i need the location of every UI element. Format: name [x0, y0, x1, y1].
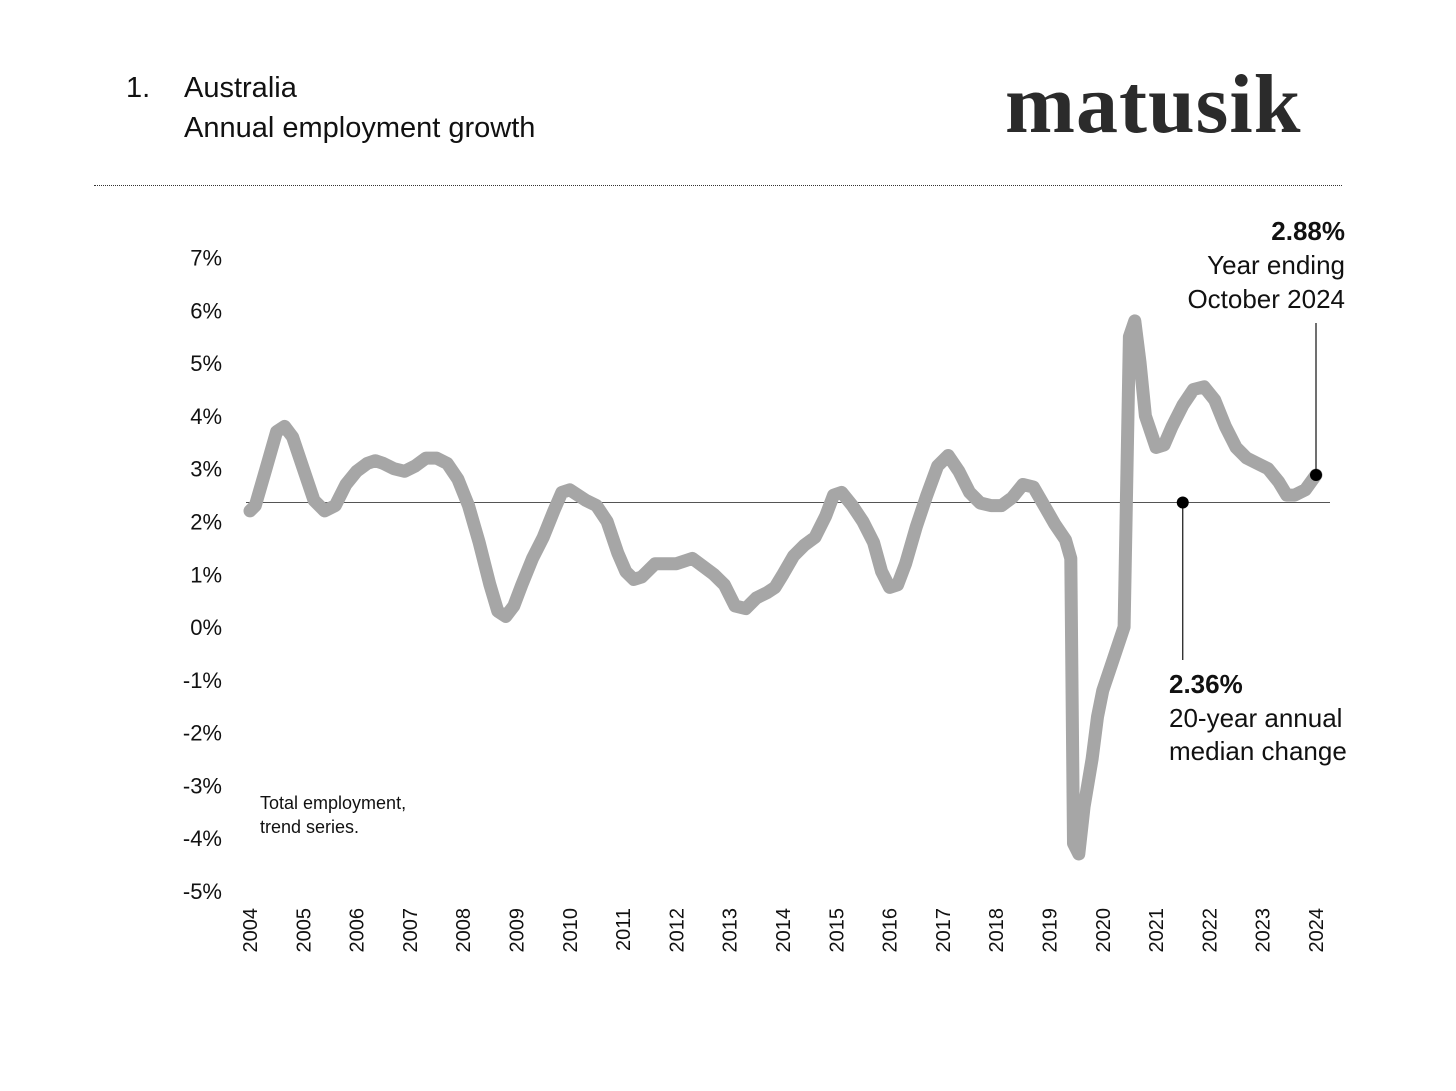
x-axis: 2004 2005 2006 2007 2008 2009 2010 2011 2012 2013… — [240, 908, 1328, 953]
section-number: 1. — [126, 72, 151, 104]
y-tick-label: 4% — [190, 404, 222, 429]
header-divider — [94, 185, 1342, 186]
x-tick-label: 2020 — [1093, 908, 1115, 953]
x-tick-label: 2004 — [240, 908, 262, 953]
series-note-line1: Total employment, — [260, 793, 406, 813]
x-tick-label: 2016 — [880, 908, 902, 953]
x-tick-label: 2008 — [453, 908, 475, 953]
median-value-label: 2.36% — [1169, 669, 1243, 699]
y-tick-label: 0% — [190, 615, 222, 640]
latest-value-label: 2.88% — [1271, 216, 1345, 246]
x-tick-label: 2009 — [507, 908, 529, 953]
x-tick-label: 2010 — [560, 908, 582, 953]
x-tick-label: 2005 — [293, 908, 315, 953]
x-tick-label: 2014 — [773, 908, 795, 953]
y-tick-label: -4% — [183, 826, 222, 851]
page-title: Australia — [184, 72, 297, 104]
y-tick-label: -2% — [183, 721, 222, 746]
y-tick-label: 6% — [190, 298, 222, 323]
x-tick-label: 2015 — [826, 908, 848, 953]
latest-point-marker — [1310, 469, 1322, 482]
x-tick-label: 2019 — [1040, 908, 1062, 953]
y-tick-label: 2% — [190, 509, 222, 534]
x-tick-label: 2013 — [720, 908, 742, 953]
x-tick-label: 2007 — [400, 908, 422, 953]
y-tick-label: -3% — [183, 773, 222, 798]
x-tick-label: 2022 — [1199, 908, 1221, 953]
x-tick-label: 2024 — [1306, 908, 1328, 953]
series-line — [243, 314, 1323, 861]
brand-logo: matusik — [1005, 58, 1302, 151]
x-tick-label: 2023 — [1253, 908, 1275, 953]
x-tick-label: 2011 — [613, 908, 635, 951]
latest-caption-line1: Year ending — [1207, 250, 1345, 280]
y-tick-label: 3% — [190, 457, 222, 482]
series-note-line2: trend series. — [260, 817, 359, 837]
latest-caption-line2: October 2024 — [1187, 284, 1345, 314]
y-axis: 7% 6% 5% 4% 3% 2% 1% 0% -1% -2% -3% -4% -5% — [183, 246, 222, 905]
y-tick-label: -5% — [183, 879, 222, 904]
median-caption-line1: 20-year annual — [1169, 703, 1342, 733]
x-tick-label: 2012 — [666, 908, 688, 953]
y-tick-label: -1% — [183, 668, 222, 693]
median-caption-line2: median change — [1169, 736, 1347, 766]
median-point-marker — [1176, 496, 1189, 509]
x-tick-label: 2017 — [933, 908, 955, 953]
y-tick-label: 5% — [190, 351, 222, 376]
x-tick-label: 2021 — [1146, 908, 1168, 953]
x-tick-label: 2018 — [986, 908, 1008, 953]
page-subtitle: Annual employment growth — [184, 112, 536, 144]
x-tick-label: 2006 — [347, 908, 369, 953]
y-tick-label: 7% — [190, 246, 222, 271]
y-tick-label: 1% — [190, 562, 222, 587]
